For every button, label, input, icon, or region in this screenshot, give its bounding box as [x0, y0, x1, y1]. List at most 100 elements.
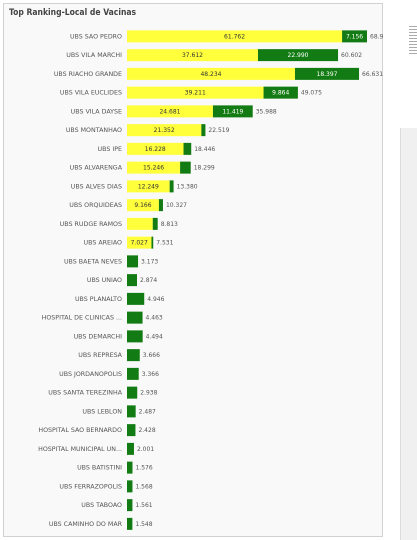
data-label-a: 16.228 [145, 146, 166, 153]
data-label-b: 7.156 [346, 33, 363, 40]
bar-series-a [127, 161, 181, 174]
category-label: UBS PLANALTO [75, 296, 122, 303]
total-label: 4.463 [146, 315, 163, 322]
bar-series-b [180, 161, 191, 174]
total-label: 2.938 [140, 390, 157, 397]
category-label: UBS JORDANOPOLIS [59, 371, 122, 378]
category-label: UBS VILA EUCLIDES [60, 90, 122, 97]
data-label-a: 24.681 [159, 108, 180, 115]
data-label-a: 9.166 [134, 202, 151, 209]
total-label: 2.428 [138, 427, 155, 434]
bar-series-a [127, 124, 202, 137]
data-label-a: 37.612 [182, 52, 203, 59]
category-label: UBS DEMARCHI [74, 333, 123, 340]
bar-series-b [127, 367, 139, 380]
bar-series-a [127, 86, 264, 99]
bar-series-b [158, 199, 163, 212]
total-label: 1.561 [135, 502, 152, 509]
category-label: UBS RUDGE RAMOS [60, 221, 122, 228]
bar-chart: UBS SAO PEDRO 61.762 7.156 68.918 UBS VILA M… [38, 30, 384, 530]
bar-series-b [183, 142, 192, 155]
bar-series-a [127, 236, 152, 249]
bar-series-b [127, 330, 143, 343]
category-label: UBS SANTA TEREZINHA [48, 390, 122, 397]
bar-series-b [127, 424, 136, 437]
category-label: UBS RIACHO GRANDE [54, 71, 122, 78]
category-label: UBS ORQUIDEAS [69, 202, 122, 209]
category-label: UBS IPE [98, 146, 122, 153]
bar-series-a [127, 49, 258, 62]
category-label: UBS LEBLON [82, 408, 122, 415]
bar-series-b [127, 442, 134, 455]
data-label-a: 39.211 [185, 90, 206, 97]
category-label: UBS TABOAO [81, 502, 122, 509]
bar-series-b [127, 255, 139, 268]
data-label-b: 18.397 [317, 71, 338, 78]
data-label-b: 22.990 [288, 52, 309, 59]
category-label: UBS SAO PEDRO [70, 33, 122, 40]
bar-series-a [127, 67, 295, 80]
total-label: 3.173 [141, 258, 158, 265]
category-label: HOSPITAL MUNICIPAL UN... [38, 446, 122, 453]
total-label: 49.075 [301, 90, 322, 97]
bar-series-a [127, 142, 184, 155]
bar-series-b [263, 86, 298, 99]
bar-series-b [151, 236, 154, 249]
total-label: 18.446 [194, 146, 215, 153]
total-label: 2.001 [137, 446, 154, 453]
total-label: 13.380 [177, 183, 198, 190]
data-label-a: 7.027 [131, 240, 148, 247]
bar-series-b [127, 461, 133, 474]
category-label: UBS CAMINHO DO MAR [49, 521, 123, 528]
total-label: 3.666 [143, 352, 160, 359]
total-label: 3.366 [142, 371, 159, 378]
total-label: 35.988 [256, 108, 277, 115]
bar-series-b [127, 480, 133, 493]
category-label: UBS MONTANHAO [66, 127, 122, 134]
bar-series-b [257, 49, 339, 62]
bar-series-a [127, 30, 343, 43]
bar-series-b [152, 217, 158, 230]
total-label: 2.487 [139, 408, 156, 415]
total-label: 1.576 [135, 465, 152, 472]
bar-series-b [127, 311, 143, 324]
data-label-a: 21.352 [154, 127, 175, 134]
category-label: UBS AREIAO [84, 240, 123, 247]
bar-series-b [201, 124, 206, 137]
bar-series-b [127, 517, 133, 530]
total-label: 1.548 [135, 521, 152, 528]
category-label: HOSPITAL DE CLINICAS ... [42, 315, 122, 322]
total-label: 2.874 [140, 277, 157, 284]
bar-series-b [127, 499, 133, 512]
category-label: UBS BATISTINI [77, 465, 122, 472]
side-pane [400, 128, 417, 540]
data-label-a: 15.246 [143, 165, 164, 172]
category-label: UBS UNIAO [87, 277, 122, 284]
category-label: UBS BAETA NEVES [64, 258, 122, 265]
category-label: UBS VILA MARCHI [66, 52, 122, 59]
bar-series-b [127, 292, 145, 305]
data-label-a: 48.234 [200, 71, 221, 78]
data-label-b: 9.864 [272, 90, 289, 97]
bar-series-a [127, 180, 170, 193]
bar-series-a [127, 105, 213, 118]
total-label: 60.602 [341, 52, 362, 59]
total-label: 66.631 [362, 71, 383, 78]
total-label: 1.568 [135, 483, 152, 490]
total-label: 22.519 [208, 127, 229, 134]
total-label: 8.813 [161, 221, 178, 228]
category-label: UBS ALVES DIAS [71, 183, 122, 190]
category-label: HOSPITAL SAO BERNARDO [38, 427, 122, 434]
scroll-indicator[interactable] [409, 26, 417, 54]
bar-series-b [342, 30, 367, 43]
bar-series-b [127, 405, 136, 418]
category-label: UBS VILA DAYSE [71, 108, 122, 115]
bar-series-b [212, 105, 253, 118]
bar-series-b [169, 180, 174, 193]
category-label: UBS REPRESA [78, 352, 122, 359]
total-label: 10.327 [166, 202, 187, 209]
bar-series-b [127, 349, 140, 362]
total-label: 4.946 [147, 296, 164, 303]
bar-series-a [127, 199, 159, 212]
total-label: 7.531 [156, 240, 173, 247]
